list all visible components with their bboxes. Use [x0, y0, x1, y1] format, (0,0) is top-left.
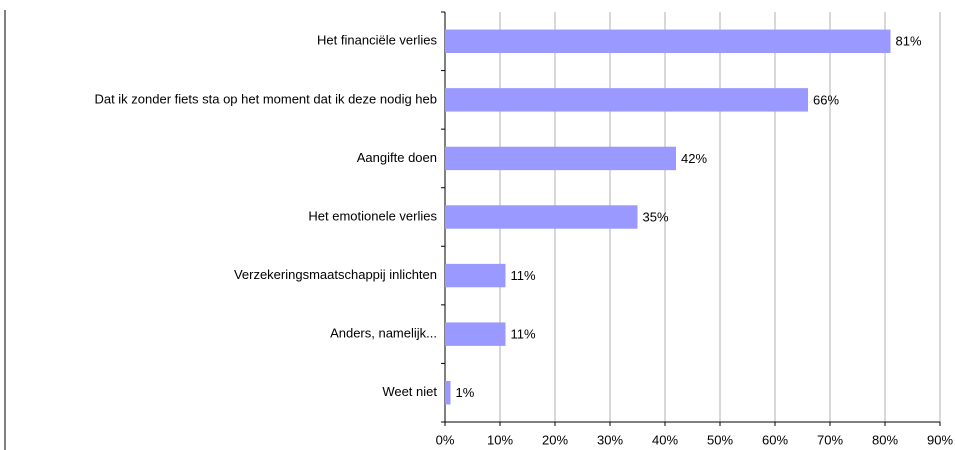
- y-tick-label: Dat ik zonder fiets sta op het moment da…: [94, 91, 437, 106]
- x-tick-label: 80%: [872, 432, 898, 447]
- bar: [445, 263, 506, 288]
- data-label: 11%: [511, 268, 536, 283]
- bar: [445, 322, 506, 346]
- bar: [445, 381, 451, 405]
- x-tick-label: 20%: [542, 432, 568, 447]
- x-tick-label: 50%: [707, 432, 733, 447]
- x-tick-label: 30%: [597, 432, 623, 447]
- data-label: 66%: [813, 92, 839, 107]
- x-tick-label: 40%: [652, 432, 678, 447]
- data-label: 35%: [643, 209, 669, 224]
- bar: [445, 88, 808, 112]
- y-tick-label: Anders, namelijk...: [330, 326, 437, 341]
- bar: [445, 205, 638, 229]
- y-tick-label: Weet niet: [382, 384, 437, 399]
- y-tick-label: Aangifte doen: [357, 150, 437, 165]
- x-tick-label: 10%: [487, 432, 513, 447]
- x-tick-label: 90%: [927, 432, 953, 447]
- x-tick-label: 70%: [817, 432, 843, 447]
- bar: [445, 146, 676, 171]
- y-tick-label: Verzekeringsmaatschappij inlichten: [234, 267, 437, 282]
- x-tick-label: 0%: [436, 432, 455, 447]
- data-label: 42%: [681, 151, 707, 166]
- data-label: 11%: [511, 327, 536, 342]
- y-tick-label: Het financiële verlies: [317, 33, 437, 48]
- x-tick-label: 60%: [762, 432, 788, 447]
- y-tick-label: Het emotionele verlies: [308, 208, 437, 223]
- data-label: 81%: [896, 34, 922, 49]
- data-label: 1%: [456, 385, 475, 400]
- bar: [445, 29, 891, 53]
